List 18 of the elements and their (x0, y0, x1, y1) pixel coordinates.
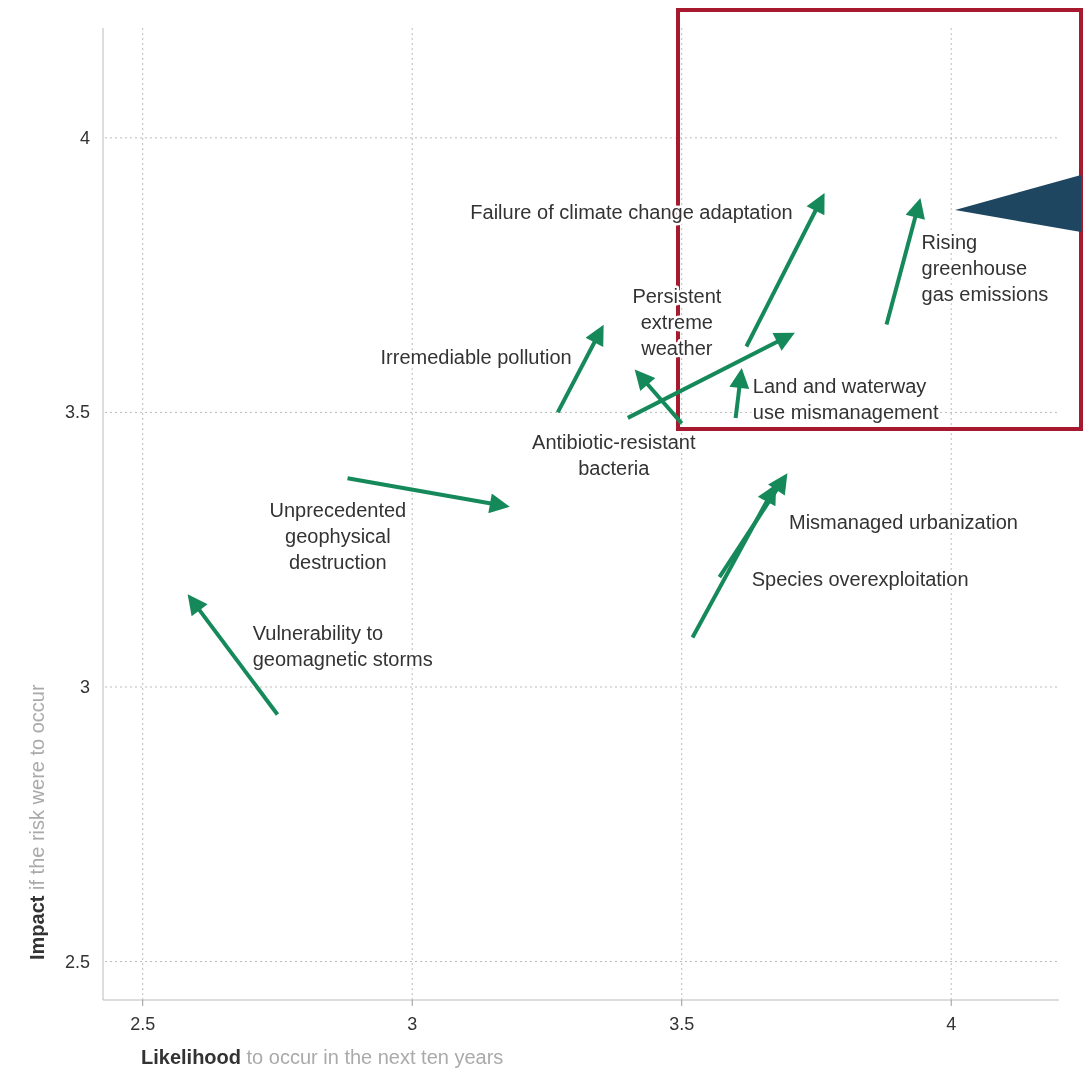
series-label: Irremediable pollution (380, 346, 572, 369)
y-tick-label: 3.5 (64, 402, 90, 423)
y-axis-title: Impact if the risk were to occur (26, 684, 48, 960)
y-tick-label: 2.5 (64, 951, 90, 972)
x-axis-title: Likelihood to occur in the next ten years (141, 1046, 504, 1068)
series-label: Unprecedented geophysical destruction (269, 498, 407, 573)
x-tick-label: 4 (946, 1014, 957, 1034)
series-label: Mismanaged urbanization (788, 510, 1018, 533)
y-tick-label: 4 (79, 127, 90, 148)
series-label: Antibiotic-resistant bacteria (532, 430, 696, 479)
series-label: Land and waterway use mismanagement (752, 374, 939, 423)
x-tick-label: 2.5 (130, 1014, 156, 1034)
x-tick-label: 3 (407, 1014, 418, 1034)
series-label: Rising greenhouse gas emissions (921, 230, 1049, 305)
y-tick-label: 3 (79, 676, 90, 697)
series-label: Vulnerability to geomagnetic storms (252, 621, 433, 670)
series-label: Species overexploitation (751, 567, 969, 590)
x-tick-label: 3.5 (669, 1014, 695, 1034)
